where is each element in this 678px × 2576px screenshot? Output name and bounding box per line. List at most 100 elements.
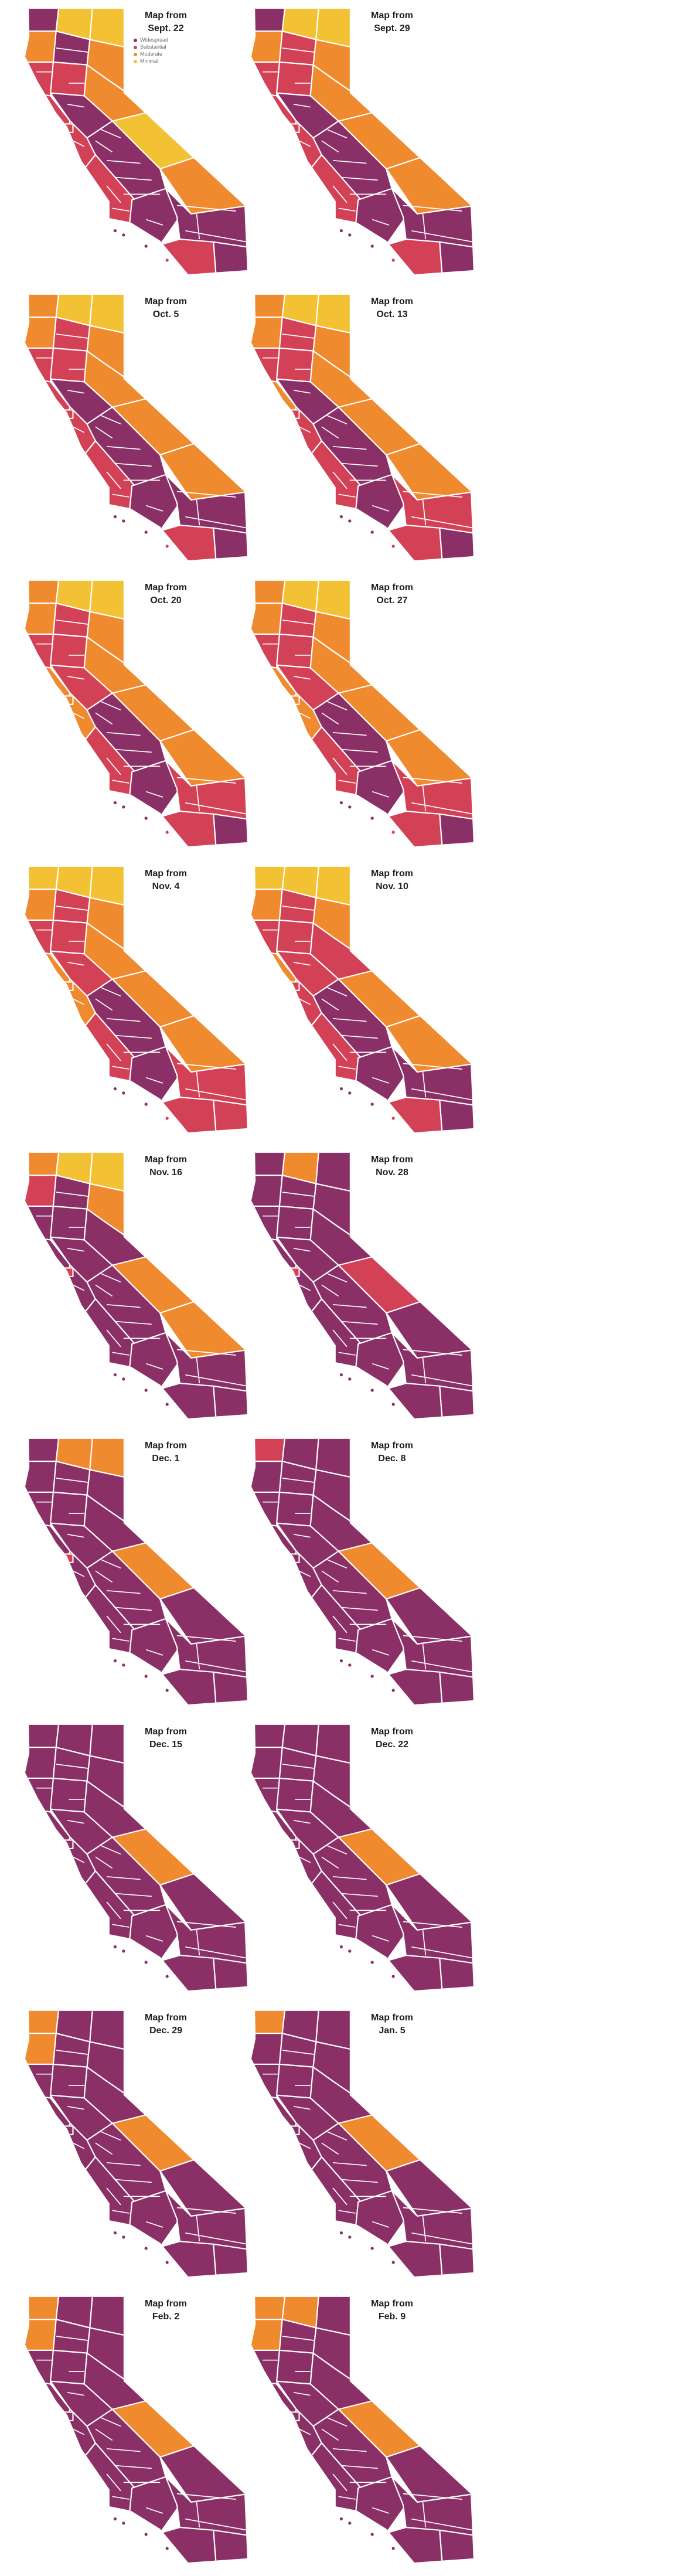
county-region-dn <box>251 1152 286 1176</box>
county-region-im <box>213 1385 247 1419</box>
county-region-mn <box>251 1491 281 1527</box>
map-label-prefix: Map from <box>371 869 413 879</box>
county-region-hb <box>25 1747 57 1779</box>
legend-label: Minimal <box>140 58 159 64</box>
county-region-sv <box>276 347 314 383</box>
county-region-sdg <box>159 810 217 847</box>
map-label-prefix: Map from <box>371 1727 413 1737</box>
county-region-sdg <box>386 2526 444 2563</box>
map-cell: Map from Oct. 13 <box>248 286 500 572</box>
county-region-ie <box>391 188 473 249</box>
county-region-sf <box>288 695 300 705</box>
county-region-hb <box>25 30 57 63</box>
county-region-im <box>213 527 247 561</box>
map-label-prefix: Map from <box>371 1441 413 1451</box>
county-region-dn <box>25 1438 60 1462</box>
county-region-dn <box>251 580 286 604</box>
map-label-date: Oct. 20 <box>150 595 182 605</box>
channel-island <box>339 1659 343 1663</box>
map-label-date: Nov. 4 <box>152 881 180 891</box>
legend-item: Moderate <box>134 52 168 57</box>
map-label-prefix: Map from <box>371 2013 413 2023</box>
county-region-ie <box>165 188 247 249</box>
map-row: Map from Nov. 16 Map from Nov. 28 <box>0 1144 678 1430</box>
county-region-im <box>213 2243 247 2277</box>
channel-island <box>391 2547 395 2550</box>
county-region-sdg <box>159 1954 217 1991</box>
county-region-ie <box>165 1904 247 1965</box>
map-label: Map from Feb. 9 <box>348 2298 436 2323</box>
california-tier-map <box>25 866 247 1133</box>
county-region-im <box>439 1099 473 1133</box>
county-region-ie <box>391 2190 473 2251</box>
map-label-prefix: Map from <box>371 297 413 307</box>
county-region-mn <box>251 633 281 669</box>
map-label: Map from Sept. 22 <box>122 9 210 35</box>
channel-island <box>113 1659 117 1663</box>
county-region-hb <box>25 1175 57 1207</box>
channel-island <box>370 1961 374 1964</box>
county-region-sf <box>288 2411 300 2421</box>
county-region-sf <box>62 123 74 133</box>
channel-island <box>339 1373 343 1377</box>
county-region-sf <box>62 695 74 705</box>
county-region-hb <box>251 317 283 349</box>
county-region-im <box>439 1957 473 1991</box>
county-region-sv <box>50 2349 88 2385</box>
county-borders <box>36 47 247 243</box>
california-tier-map <box>251 580 473 847</box>
county-region-ie <box>165 474 247 535</box>
county-region-sdg <box>159 1382 217 1419</box>
map-label-prefix: Map from <box>371 583 413 593</box>
county-region-sv <box>50 1777 88 1813</box>
channel-island <box>391 831 395 834</box>
channel-island <box>339 229 343 233</box>
county-region-sv <box>50 633 88 669</box>
channel-island <box>348 233 352 237</box>
channel-island <box>370 1389 374 1392</box>
county-region-sf <box>288 409 300 419</box>
map-label: Map from Oct. 20 <box>122 581 210 607</box>
county-region-sf <box>62 1267 74 1277</box>
channel-island <box>339 2231 343 2235</box>
county-region-im <box>439 2243 473 2277</box>
county-borders <box>263 2050 473 2245</box>
county-borders <box>263 906 473 1101</box>
county-borders <box>263 1764 473 1959</box>
map-label-prefix: Map from <box>371 2299 413 2309</box>
county-region-sf <box>288 2125 300 2135</box>
channel-island <box>165 1117 169 1120</box>
county-region-im <box>213 813 247 847</box>
map-row: Map from Feb. 2 Map from Feb. 9 <box>0 2288 678 2574</box>
county-region-hb <box>25 2033 57 2065</box>
channel-island <box>122 2235 125 2239</box>
legend-label: Moderate <box>140 51 163 57</box>
map-cell: Map from Jan. 5 <box>248 2002 500 2288</box>
california-tier-map <box>25 8 247 275</box>
county-region-mn <box>25 2063 54 2099</box>
map-cell: Map from Sept. 29 <box>248 0 500 286</box>
legend-label: Substantial <box>140 44 166 50</box>
map-cell: Map from Feb. 9 <box>248 2288 500 2574</box>
county-region-hb <box>25 603 57 635</box>
county-region-mn <box>25 919 54 955</box>
county-region-sv <box>50 1491 88 1527</box>
channel-island <box>165 1403 169 1406</box>
county-region-dn <box>25 2010 60 2034</box>
map-label-date: Dec. 29 <box>149 2025 183 2036</box>
county-borders <box>263 1192 473 1387</box>
county-region-mn <box>251 919 281 955</box>
county-region-hb <box>251 1461 283 1493</box>
county-region-ie <box>391 1046 473 1107</box>
channel-island <box>122 805 125 809</box>
map-cell: Map from Sept. 22 Widespread Substantial Mod… <box>22 0 274 286</box>
channel-island <box>165 258 169 262</box>
map-label: Map from Oct. 27 <box>348 581 436 607</box>
map-label-date: Dec. 22 <box>375 1739 409 1750</box>
legend-dot-icon <box>134 45 137 49</box>
channel-island <box>348 1091 352 1095</box>
california-tier-map <box>25 580 247 847</box>
county-region-sv <box>276 2349 314 2385</box>
channel-island <box>370 2533 374 2536</box>
channel-island <box>370 816 374 820</box>
